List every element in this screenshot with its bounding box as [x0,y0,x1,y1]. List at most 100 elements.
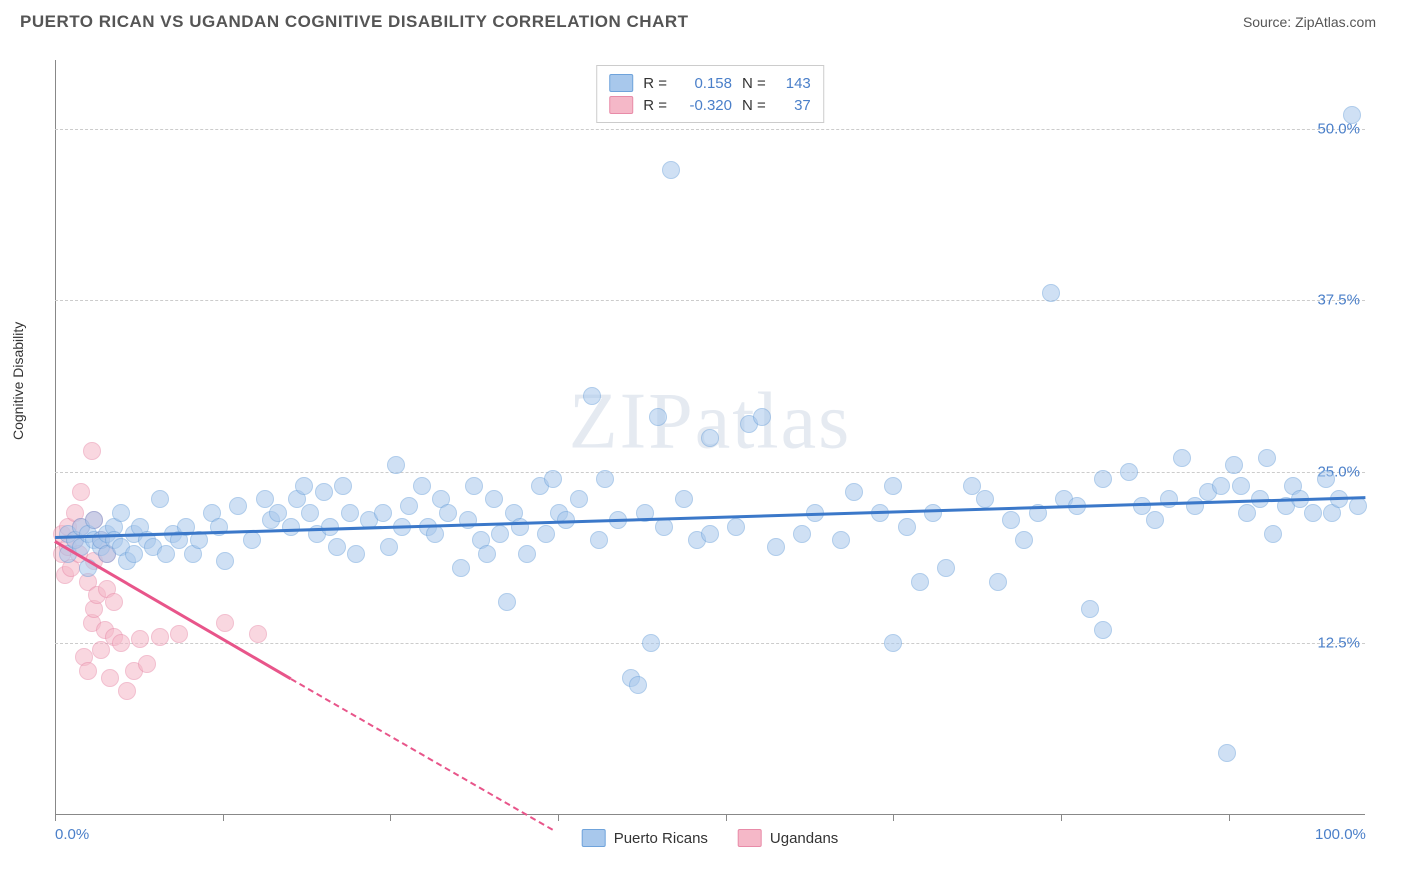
scatter-point [590,531,608,549]
scatter-point [347,545,365,563]
scatter-point [1304,504,1322,522]
scatter-point [125,545,143,563]
scatter-point [662,161,680,179]
scatter-point [1015,531,1033,549]
xtick-mark [55,815,56,821]
scatter-point [334,477,352,495]
trend-line [290,678,553,831]
scatter-point [1173,449,1191,467]
scatter-point [216,552,234,570]
scatter-point [1218,744,1236,762]
y-axis-line [55,60,56,815]
scatter-point [491,525,509,543]
stats-legend: R = 0.158 N = 143 R = -0.320 N = 37 [596,65,824,123]
swatch-pink [738,829,762,847]
scatter-point [924,504,942,522]
r-prefix: R = [643,97,667,114]
scatter-point [439,504,457,522]
scatter-point [465,477,483,495]
ytick-label: 37.5% [1317,292,1360,309]
scatter-point [1160,490,1178,508]
scatter-point [498,593,516,611]
series-name-pink: Ugandans [770,830,838,847]
scatter-point [72,483,90,501]
scatter-point [243,531,261,549]
scatter-point [380,538,398,556]
x-axis-line [55,814,1365,815]
scatter-point [898,518,916,536]
scatter-point [596,470,614,488]
chart-title: PUERTO RICAN VS UGANDAN COGNITIVE DISABI… [20,12,689,32]
gridline [55,643,1365,644]
xtick-mark [1061,815,1062,821]
scatter-point [537,525,555,543]
series-name-blue: Puerto Ricans [614,830,708,847]
scatter-point [452,559,470,577]
gridline [55,472,1365,473]
scatter-point [315,483,333,501]
scatter-point [301,504,319,522]
gridline [55,129,1365,130]
scatter-point [793,525,811,543]
scatter-point [79,662,97,680]
swatch-blue [609,74,633,92]
scatter-point [83,442,101,460]
xtick-mark [893,815,894,821]
scatter-point [701,429,719,447]
scatter-point [845,483,863,501]
scatter-point [131,630,149,648]
scatter-point [976,490,994,508]
scatter-point [570,490,588,508]
scatter-point [1094,621,1112,639]
scatter-point [478,545,496,563]
scatter-point [884,634,902,652]
r-prefix: R = [643,75,667,92]
scatter-point [112,634,130,652]
scatter-point [157,545,175,563]
r-value-pink: -0.320 [677,97,732,114]
scatter-point [151,490,169,508]
scatter-point [1264,525,1282,543]
scatter-point [92,641,110,659]
xtick-label: 0.0% [55,826,89,843]
xtick-mark [726,815,727,821]
scatter-point [511,518,529,536]
scatter-point [544,470,562,488]
scatter-point [518,545,536,563]
gridline [55,300,1365,301]
scatter-point [400,497,418,515]
scatter-point [1094,470,1112,488]
scatter-point [727,518,745,536]
y-axis-label: Cognitive Disability [10,322,26,440]
scatter-point [1120,463,1138,481]
scatter-point [374,504,392,522]
scatter-point [1349,497,1367,515]
scatter-point [1225,456,1243,474]
scatter-point [341,504,359,522]
scatter-point [426,525,444,543]
scatter-point [1212,477,1230,495]
scatter-point [989,573,1007,591]
scatter-point [649,408,667,426]
scatter-point [282,518,300,536]
xtick-mark [223,815,224,821]
scatter-point [1146,511,1164,529]
scatter-point [753,408,771,426]
scatter-point [229,497,247,515]
scatter-point [1002,511,1020,529]
scatter-point [1258,449,1276,467]
scatter-point [413,477,431,495]
scatter-point [170,625,188,643]
scatter-point [328,538,346,556]
r-value-blue: 0.158 [677,75,732,92]
swatch-pink [609,96,633,114]
source-label: Source: ZipAtlas.com [1243,14,1376,30]
scatter-point [1343,106,1361,124]
scatter-point [101,669,119,687]
scatter-point [295,477,313,495]
scatter-point [485,490,503,508]
scatter-point [629,676,647,694]
scatter-point [675,490,693,508]
xtick-label: 100.0% [1315,826,1366,843]
scatter-point [112,504,130,522]
